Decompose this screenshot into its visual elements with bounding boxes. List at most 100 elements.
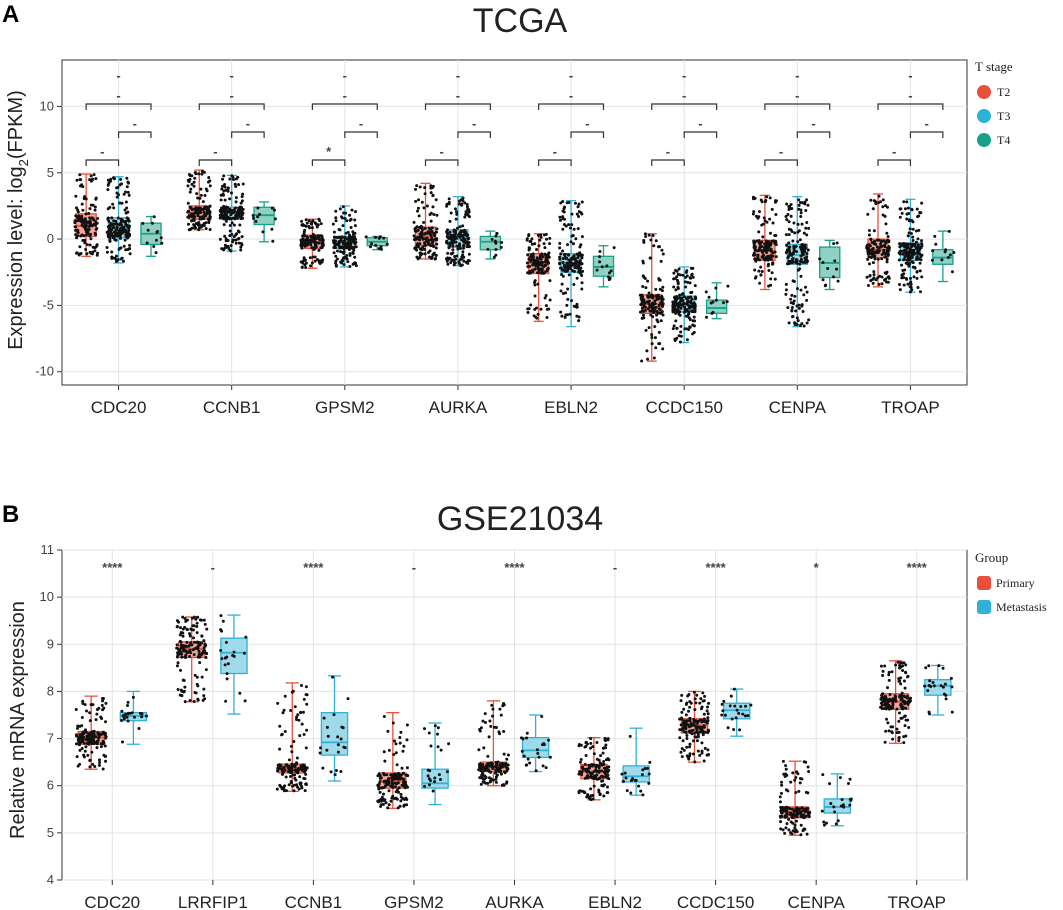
panel-a-data-point [866, 284, 870, 288]
panel-b-data-point [739, 704, 743, 708]
panel-b-data-point [393, 781, 397, 785]
panel-a-data-point [219, 198, 223, 202]
panel-b-data-point [498, 770, 502, 774]
panel-a-data-point [759, 273, 763, 277]
panel-a-data-point [204, 221, 208, 225]
panel-b-data-point [181, 627, 185, 631]
panel-a-data-point [571, 262, 575, 266]
panel-a-data-point [675, 297, 679, 301]
panel-a-data-point [672, 285, 676, 289]
panel-b-data-point [191, 648, 195, 652]
panel-b-data-point [426, 774, 430, 778]
panel-b-data-point [200, 634, 204, 638]
panel-a-data-point [187, 228, 191, 232]
panel-b-data-point [728, 704, 732, 708]
panel-b-data-point [605, 785, 609, 789]
panel-a-data-point [642, 239, 646, 243]
panel-a-data-point [118, 183, 122, 187]
panel-a-data-point [575, 276, 579, 280]
panel-a-data-point [348, 246, 352, 250]
panel-a-data-point [885, 257, 889, 261]
panel-a-data-point [460, 255, 464, 259]
panel-a-data-point [229, 209, 233, 213]
panel-a-data-point [868, 251, 872, 255]
panel-a-data-point [538, 238, 542, 242]
panel-b-data-point [195, 675, 199, 679]
panel-b-data-point [295, 783, 299, 787]
panel-b-data-point [577, 789, 581, 793]
panel-a-data-point [126, 190, 130, 194]
panel-a-data-point [902, 242, 906, 246]
panel-b-data-point [792, 809, 796, 813]
panel-a-data-point [313, 221, 317, 225]
panel-a-significance-label: - [569, 88, 573, 103]
panel-a-data-point [303, 228, 307, 232]
panel-a-data-point [418, 247, 422, 251]
panel-b-data-point [902, 679, 906, 683]
panel-a-data-point [345, 253, 349, 257]
panel-a-data-point [570, 269, 574, 273]
panel-a-data-point [689, 304, 693, 308]
panel-a-data-point [230, 174, 234, 178]
panel-b-data-point [78, 737, 82, 741]
panel-b-data-point [678, 736, 682, 740]
panel-a-data-point [414, 199, 418, 203]
panel-b-data-point [941, 666, 945, 670]
panel-a-data-point [432, 251, 436, 255]
panel-b-data-point [191, 628, 195, 632]
panel-a-data-point [114, 231, 118, 235]
panel-b-data-point [741, 712, 745, 716]
panel-b-data-point [586, 769, 590, 773]
panel-a-data-point [529, 255, 533, 259]
panel-a-data-point [112, 219, 116, 223]
panel-a-data-point [785, 243, 789, 247]
panel-a-data-point [229, 244, 233, 248]
panel-b-data-point [126, 712, 130, 716]
panel-a-data-point [678, 293, 682, 297]
panel-a-data-point [581, 269, 585, 273]
panel-a-data-point [790, 306, 794, 310]
panel-b-data-point [486, 781, 490, 785]
panel-a-data-point [425, 236, 429, 240]
panel-a-data-point [105, 246, 109, 250]
panel-b-data-point [302, 697, 306, 701]
panel-a-data-point [534, 315, 538, 319]
panel-b-data-point [81, 737, 85, 741]
panel-b-data-point [185, 627, 189, 631]
panel-b-data-point [801, 829, 805, 833]
panel-a-data-point [672, 306, 676, 310]
panel-a-data-point [126, 181, 130, 185]
panel-a-data-point [83, 241, 87, 245]
panel-a-data-point [768, 217, 772, 221]
panel-a-data-point [321, 258, 325, 262]
panel-a-data-point [659, 296, 663, 300]
panel-b-data-point [540, 743, 544, 747]
panel-a-data-point [676, 286, 680, 290]
panel-b-data-point [489, 777, 493, 781]
panel-a-x-tick-label: TROAP [881, 398, 940, 417]
panel-b-data-point [586, 795, 590, 799]
panel-a-data-point [784, 233, 788, 237]
panel-a-data-point [81, 208, 85, 212]
panel-a-data-point [765, 255, 769, 259]
panel-b-data-point [187, 644, 191, 648]
panel-a-data-point [883, 240, 887, 244]
panel-a-data-point [335, 257, 339, 261]
panel-a-data-point [884, 222, 888, 226]
panel-a-data-point [352, 248, 356, 252]
panel-a-data-point [221, 193, 225, 197]
panel-a-data-point [798, 245, 802, 249]
panel-a-x-tick-label: CENPA [769, 398, 827, 417]
panel-a-data-point [580, 281, 584, 285]
panel-a-data-point [461, 196, 465, 200]
panel-b-data-point [86, 753, 90, 757]
panel-b-data-point [544, 766, 548, 770]
panel-b-data-point [297, 718, 301, 722]
panel-b-data-point [479, 782, 483, 786]
panel-a-data-point [348, 218, 352, 222]
panel-b-data-point [332, 713, 336, 717]
panel-a-data-point [429, 219, 433, 223]
panel-b-data-point [744, 704, 748, 708]
panel-b-data-point [602, 783, 606, 787]
panel-a-significance-label: - [213, 144, 217, 159]
